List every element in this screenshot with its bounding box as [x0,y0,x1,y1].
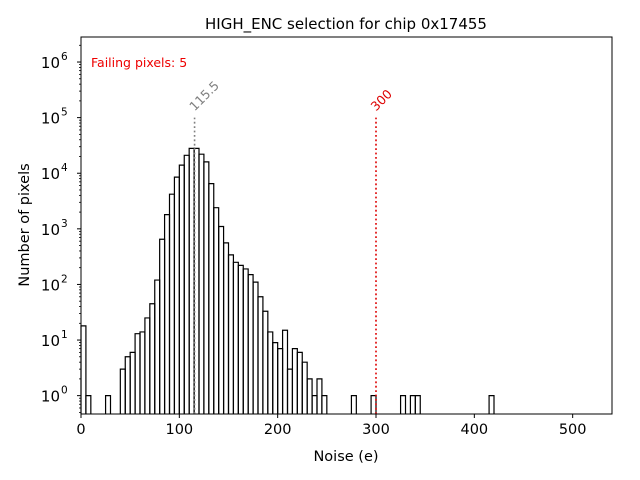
x-axis-label: Noise (e) [313,449,378,465]
histogram-bin [350,395,357,414]
y-tick-label-exponent: 2 [61,273,68,285]
x-tick-label: 200 [264,422,292,438]
y-tick-label: 10 [41,388,60,406]
x-tick-label: 400 [460,422,488,438]
histogram-bin [414,395,421,414]
histogram-bin [321,395,328,414]
y-tick-label: 10 [41,110,60,128]
chart-title: HIGH_ENC selection for chip 0x17455 [205,15,487,34]
y-tick-label-exponent: 4 [61,162,68,174]
x-tick-label: 300 [362,422,390,438]
x-tick-label: 500 [559,422,587,438]
histogram-bin [104,395,112,414]
y-tick-label-exponent: 1 [61,329,68,341]
y-tick-label: 10 [41,276,60,294]
y-tick-label-exponent: 3 [61,218,68,230]
x-tick-label: 0 [76,422,85,438]
y-axis-label: Number of pixels [17,163,33,286]
y-tick-label-exponent: 5 [61,107,68,119]
y-tick-label: 10 [41,221,60,239]
histogram-bin [488,395,495,414]
y-tick-label: 10 [41,332,60,350]
x-tick-label: 100 [165,422,193,438]
histogram-bin [85,395,92,414]
y-tick-label-exponent: 0 [61,385,68,397]
failing-pixels-annotation: Failing pixels: 5 [91,55,187,70]
y-tick-label: 10 [41,54,60,72]
y-tick-label-exponent: 6 [61,51,68,63]
axes-frame [80,36,613,415]
y-tick-label: 10 [41,165,60,183]
histogram-bin [399,395,407,414]
